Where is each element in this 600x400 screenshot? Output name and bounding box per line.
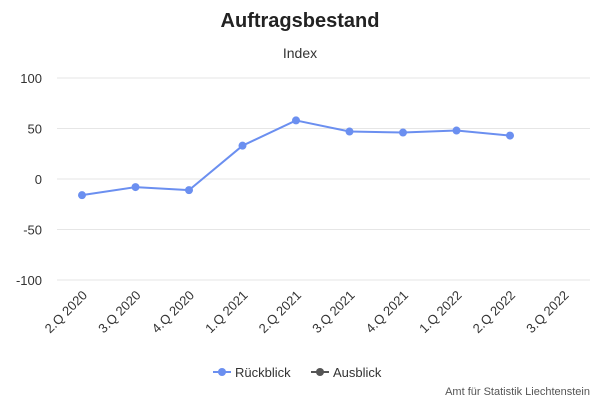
x-axis: 2.Q 2020 3.Q 2020 4.Q 2020 1.Q 2021 2.Q 2021… — [42, 288, 572, 336]
legend-item-rueckblick[interactable]: Rückblick — [213, 365, 291, 380]
x-tick-label: 3.Q 2021 — [309, 288, 357, 336]
legend-label-ausblick: Ausblick — [333, 365, 382, 380]
x-tick-label: 1.Q 2021 — [202, 288, 250, 336]
y-tick-label: -50 — [23, 223, 42, 238]
legend-marker-rueckblick — [218, 368, 226, 376]
grid-lines — [57, 77, 590, 281]
y-tick-label: 0 — [35, 172, 42, 187]
chart-subtitle: Index — [283, 45, 317, 61]
x-tick-label: 3.Q 2022 — [523, 288, 571, 336]
x-tick-label: 3.Q 2020 — [95, 288, 143, 336]
x-tick-label: 4.Q 2020 — [149, 288, 197, 336]
x-tick-label: 4.Q 2021 — [363, 288, 411, 336]
legend[interactable]: Rückblick Ausblick — [213, 365, 382, 380]
y-tick-label: 50 — [28, 122, 42, 137]
data-point[interactable] — [452, 126, 461, 135]
data-point[interactable] — [292, 116, 300, 125]
y-axis: -100 -50 0 50 100 — [16, 71, 42, 288]
legend-item-ausblick[interactable]: Ausblick — [311, 365, 382, 380]
y-tick-label: -100 — [16, 273, 42, 288]
y-tick-label: 100 — [20, 71, 42, 86]
data-point[interactable] — [399, 128, 407, 137]
data-point[interactable] — [131, 183, 140, 192]
chart-title: Auftragsbestand — [221, 10, 380, 32]
x-tick-label: 2.Q 2022 — [470, 288, 518, 336]
data-point[interactable] — [78, 191, 86, 200]
x-tick-label: 2.Q 2021 — [256, 288, 304, 336]
legend-label-rueckblick: Rückblick — [235, 365, 291, 380]
x-tick-label: 1.Q 2022 — [416, 288, 464, 336]
data-point[interactable] — [238, 141, 247, 150]
credit-text[interactable]: Amt für Statistik Liechtenstein — [445, 386, 590, 398]
x-tick-label: 2.Q 2020 — [42, 288, 90, 336]
legend-marker-ausblick — [316, 368, 324, 376]
series-layer — [78, 116, 514, 200]
data-point[interactable] — [345, 127, 354, 136]
data-point[interactable] — [185, 186, 193, 195]
series-line-0 — [81, 119, 511, 197]
data-point[interactable] — [506, 131, 514, 140]
